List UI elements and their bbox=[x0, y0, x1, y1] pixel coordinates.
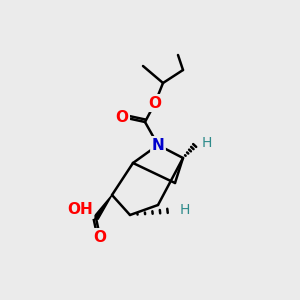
Text: H: H bbox=[202, 136, 212, 150]
Text: O: O bbox=[148, 95, 161, 110]
Text: OH: OH bbox=[67, 202, 93, 217]
Text: O: O bbox=[94, 230, 106, 244]
Text: H: H bbox=[180, 203, 190, 217]
Polygon shape bbox=[94, 195, 112, 219]
Text: O: O bbox=[116, 110, 128, 124]
Text: N: N bbox=[152, 137, 164, 152]
